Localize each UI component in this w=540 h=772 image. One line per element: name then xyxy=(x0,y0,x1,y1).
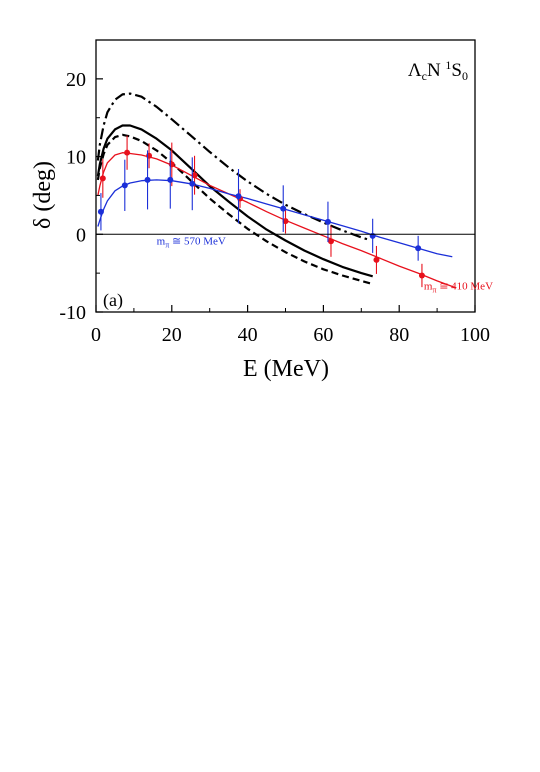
blue-point xyxy=(97,208,104,215)
blue-point xyxy=(121,182,128,189)
red-point xyxy=(191,172,198,179)
channel-end-sub: 0 xyxy=(462,69,468,83)
series-line-4 xyxy=(97,179,453,258)
blue-point xyxy=(235,193,242,200)
red-point xyxy=(99,175,106,182)
series-line-1 xyxy=(96,124,373,278)
red-point xyxy=(282,218,289,225)
y-axis-title: δ (deg) xyxy=(30,161,56,229)
y-tick-label: 0 xyxy=(76,224,86,246)
label-410-rest: ≅ 410 MeV xyxy=(436,280,493,292)
x-tick-label: 0 xyxy=(91,324,101,346)
series-line-2 xyxy=(96,133,373,286)
red-point xyxy=(418,272,425,279)
channel-mid: N xyxy=(427,60,445,81)
red-point xyxy=(124,149,131,156)
label-410-m: m xyxy=(424,280,433,292)
x-tick-label: 80 xyxy=(389,324,409,346)
blue-point xyxy=(324,218,331,225)
y-tick-label: 20 xyxy=(66,69,86,91)
blue-point xyxy=(189,180,196,187)
blue-point xyxy=(369,232,376,239)
channel-end: S xyxy=(451,60,462,81)
y-tick-label: 10 xyxy=(66,147,86,169)
red-point xyxy=(373,256,380,263)
x-tick-label: 100 xyxy=(460,324,490,346)
red-point xyxy=(146,152,153,159)
red-point xyxy=(168,161,175,168)
x-tick-label: 20 xyxy=(162,324,182,346)
label-410: mπ ≅ 410 MeV xyxy=(424,280,493,294)
y-tick-label: -10 xyxy=(59,302,86,324)
blue-point xyxy=(167,176,174,183)
series-line-3 xyxy=(97,152,457,289)
channel-sup: 1 xyxy=(445,58,451,72)
label-570-sub: π xyxy=(165,240,169,249)
blue-point xyxy=(415,245,422,252)
channel-base-sub: c xyxy=(422,69,427,83)
red-point xyxy=(327,238,334,245)
label-570-rest: ≅ 570 MeV xyxy=(169,235,226,247)
x-axis-title: E (MeV) xyxy=(243,356,329,382)
plot-area xyxy=(96,92,457,289)
panel-label: (a) xyxy=(103,290,123,311)
blue-point xyxy=(280,205,287,212)
channel-label: ΛcN 1S0 xyxy=(408,58,468,83)
label-410-sub: π xyxy=(432,285,436,294)
curves-group xyxy=(96,92,457,289)
channel-base: Λ xyxy=(408,60,422,81)
blue-point xyxy=(144,176,151,183)
label-570: mπ ≅ 570 MeV xyxy=(157,235,226,249)
x-tick-label: 40 xyxy=(238,324,258,346)
x-tick-label: 60 xyxy=(313,324,333,346)
series-line-0 xyxy=(96,92,370,241)
label-570-m: m xyxy=(157,235,166,247)
